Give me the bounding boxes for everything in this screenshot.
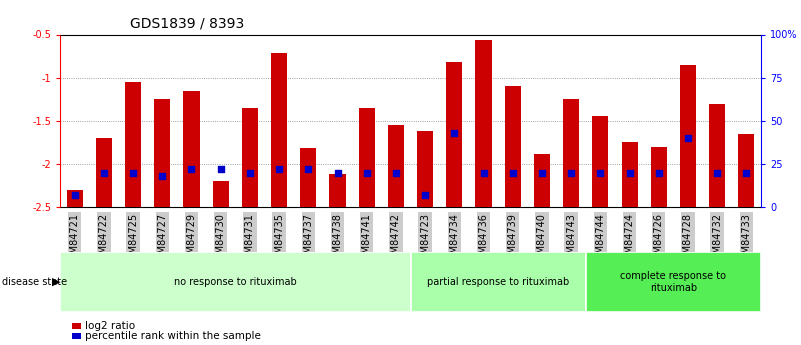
Point bbox=[215, 166, 227, 172]
Text: no response to rituximab: no response to rituximab bbox=[174, 277, 296, 287]
Text: GDS1839 / 8393: GDS1839 / 8393 bbox=[130, 17, 244, 31]
Bar bbox=[622, 142, 638, 207]
Bar bbox=[242, 108, 258, 207]
Bar bbox=[680, 65, 696, 207]
Point bbox=[565, 170, 578, 175]
Bar bbox=[183, 90, 199, 207]
Text: log2 ratio: log2 ratio bbox=[85, 321, 135, 331]
Point bbox=[652, 170, 665, 175]
Bar bbox=[739, 134, 755, 207]
Bar bbox=[709, 104, 725, 207]
Bar bbox=[96, 138, 112, 207]
Bar bbox=[534, 154, 550, 207]
Bar bbox=[125, 82, 141, 207]
Text: disease state: disease state bbox=[2, 277, 66, 287]
Bar bbox=[592, 117, 609, 207]
Text: partial response to rituximab: partial response to rituximab bbox=[427, 277, 570, 287]
Bar bbox=[66, 190, 83, 207]
Bar bbox=[60, 252, 410, 312]
Bar bbox=[410, 252, 586, 312]
Point bbox=[623, 170, 636, 175]
Point bbox=[302, 166, 315, 172]
Bar bbox=[417, 131, 433, 207]
Bar bbox=[359, 108, 375, 207]
Point bbox=[127, 170, 139, 175]
Point bbox=[682, 135, 694, 141]
Point bbox=[389, 170, 402, 175]
Bar bbox=[476, 40, 492, 207]
Point bbox=[740, 170, 753, 175]
Bar bbox=[329, 174, 345, 207]
Text: complete response to
rituximab: complete response to rituximab bbox=[620, 271, 727, 293]
Bar bbox=[650, 147, 666, 207]
Bar bbox=[388, 125, 404, 207]
Point bbox=[506, 170, 519, 175]
Point bbox=[448, 130, 461, 136]
Bar bbox=[586, 252, 761, 312]
Point bbox=[244, 170, 256, 175]
Point bbox=[331, 170, 344, 175]
Point bbox=[536, 170, 549, 175]
Text: ▶: ▶ bbox=[52, 277, 61, 287]
Point bbox=[477, 170, 490, 175]
Point bbox=[185, 166, 198, 172]
Point bbox=[360, 170, 373, 175]
Point bbox=[98, 170, 111, 175]
Bar bbox=[271, 53, 287, 207]
Point bbox=[419, 192, 432, 198]
Bar bbox=[505, 86, 521, 207]
Point bbox=[68, 192, 81, 198]
Point bbox=[272, 166, 285, 172]
Point bbox=[710, 170, 723, 175]
Bar bbox=[446, 62, 462, 207]
Bar bbox=[212, 181, 229, 207]
Point bbox=[156, 173, 169, 179]
Bar bbox=[155, 99, 171, 207]
Point bbox=[594, 170, 606, 175]
Bar bbox=[563, 99, 579, 207]
Bar bbox=[300, 148, 316, 207]
Text: percentile rank within the sample: percentile rank within the sample bbox=[85, 331, 261, 341]
